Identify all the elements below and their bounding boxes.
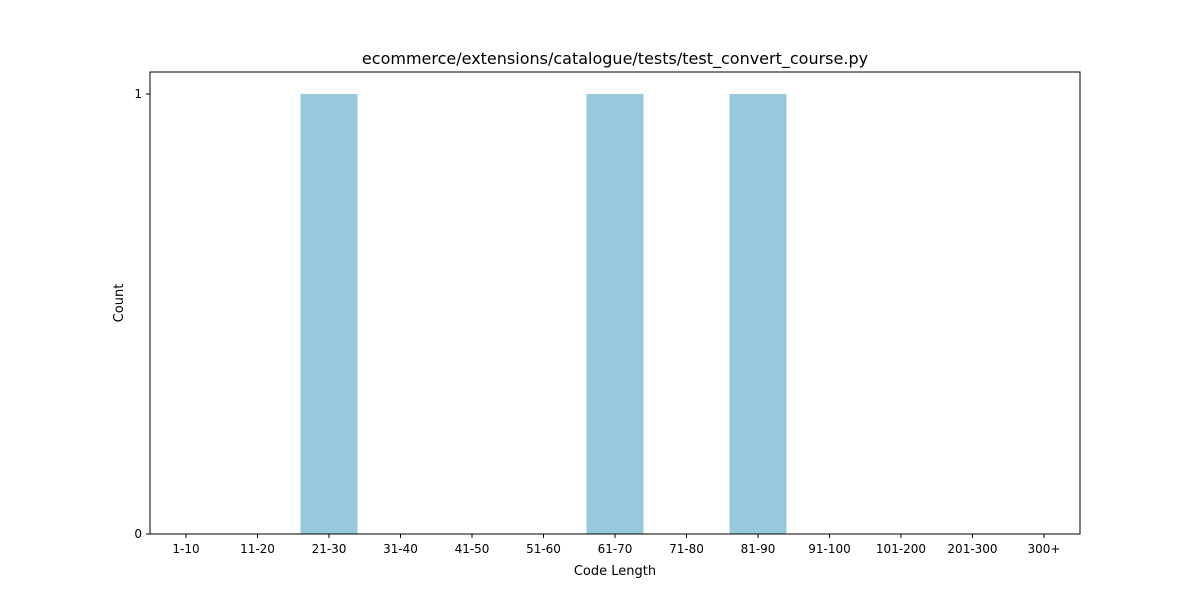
x-tick-label: 300+ bbox=[1028, 542, 1061, 556]
x-tick-label: 21-30 bbox=[312, 542, 347, 556]
x-tick-label: 51-60 bbox=[526, 542, 561, 556]
y-axis-label: Count bbox=[112, 284, 127, 323]
bars-layer bbox=[300, 94, 787, 534]
y-axis: 01 bbox=[134, 87, 150, 541]
x-tick-label: 81-90 bbox=[741, 542, 776, 556]
x-tick-label: 91-100 bbox=[808, 542, 851, 556]
y-tick-label: 0 bbox=[134, 527, 142, 541]
x-tick-label: 71-80 bbox=[669, 542, 704, 556]
y-tick-label: 1 bbox=[134, 87, 142, 101]
x-tick-label: 201-300 bbox=[947, 542, 997, 556]
bar-61-70 bbox=[586, 94, 644, 534]
x-axis-label: Code Length bbox=[574, 564, 656, 579]
x-tick-label: 41-50 bbox=[455, 542, 490, 556]
bar-21-30 bbox=[300, 94, 358, 534]
chart-title: ecommerce/extensions/catalogue/tests/tes… bbox=[362, 49, 868, 69]
x-tick-label: 31-40 bbox=[383, 542, 418, 556]
x-tick-label: 61-70 bbox=[598, 542, 633, 556]
x-tick-label: 101-200 bbox=[876, 542, 926, 556]
x-axis: 1-10 11-20 21-30 31-40 41-50 51-60 61-70 71-80 8… bbox=[172, 534, 1060, 556]
x-tick-label: 1-10 bbox=[172, 542, 199, 556]
x-tick-label: 11-20 bbox=[240, 542, 275, 556]
bar-81-90 bbox=[729, 94, 787, 534]
